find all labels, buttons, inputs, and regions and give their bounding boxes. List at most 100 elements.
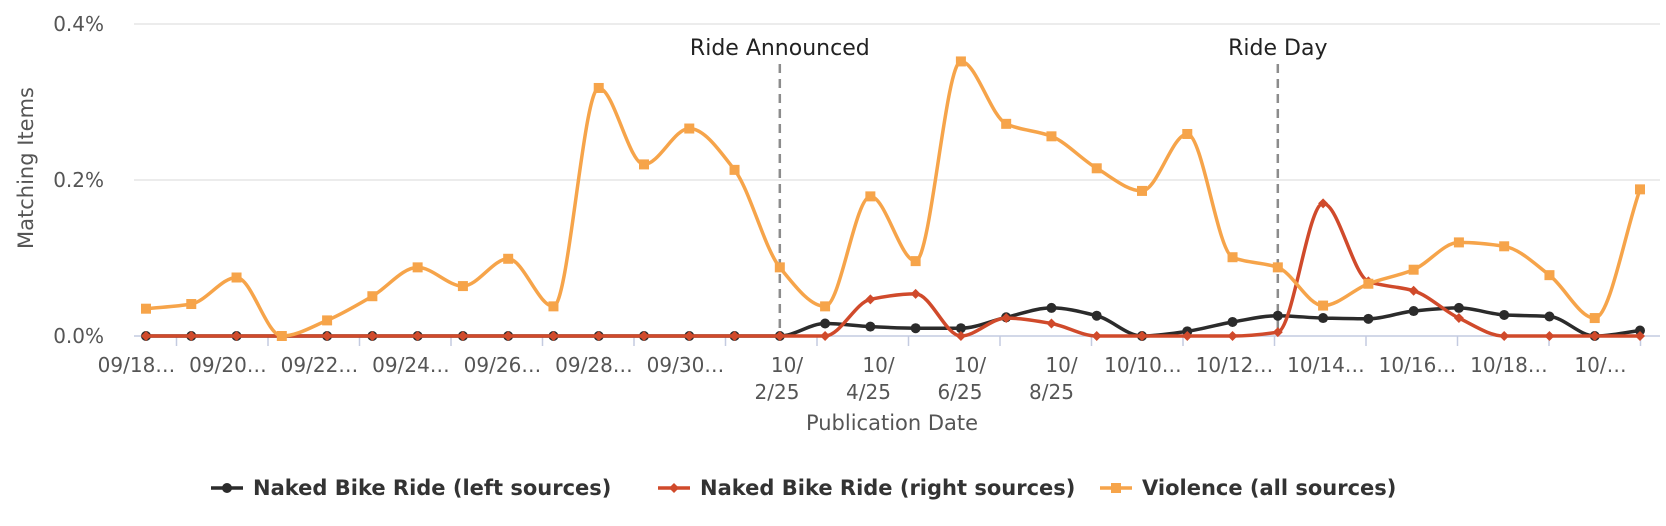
series-3 [141, 56, 1645, 341]
legend[interactable]: Naked Bike Ride (left sources) Naked Bike… [211, 476, 1396, 500]
data-point [865, 294, 876, 305]
data-point [1001, 313, 1012, 324]
legend-item[interactable]: Naked Bike Ride (right sources) [658, 476, 1075, 500]
data-point [1635, 325, 1645, 336]
data-point [548, 301, 559, 312]
data-point [1499, 241, 1510, 252]
legend-item[interactable]: Naked Bike Ride (left sources) [211, 476, 611, 500]
data-point [1589, 313, 1600, 324]
data-point [639, 331, 649, 341]
legend-marker [669, 483, 679, 493]
data-point [1046, 302, 1057, 313]
data-point [412, 262, 423, 273]
y-axis: 0.0% 0.2% 0.4% [53, 12, 104, 348]
event-label: Ride Announced [690, 36, 870, 61]
data-point [684, 123, 695, 134]
data-point [910, 288, 921, 299]
data-point [1318, 313, 1329, 324]
data-point [1137, 331, 1147, 341]
x-tick-label: 10/16… [1379, 353, 1457, 377]
data-point [1453, 313, 1464, 324]
x-tick-label: 09/26… [464, 353, 542, 377]
data-point [1091, 163, 1102, 174]
data-point [1318, 198, 1329, 209]
x-tick-label: 10/2/25 [755, 353, 804, 404]
data-point [1408, 285, 1419, 296]
legend-label: Naked Bike Ride (left sources) [253, 476, 611, 500]
data-point [412, 331, 423, 341]
data-point [1091, 331, 1102, 341]
x-axis-title: Publication Date [806, 411, 978, 435]
data-point [1046, 318, 1057, 329]
data-point [457, 331, 468, 341]
data-point [1318, 300, 1329, 311]
data-point [1589, 331, 1600, 341]
data-point [774, 331, 785, 341]
legend-marker [1111, 483, 1121, 493]
x-tick-label: 10/4/25 [846, 353, 895, 404]
series-2 [141, 198, 1645, 341]
data-point [503, 331, 514, 341]
data-point [955, 331, 966, 341]
data-point [865, 191, 876, 202]
data-point [367, 291, 378, 302]
x-tick-label: 10/10… [1104, 353, 1182, 377]
legend-marker [222, 483, 232, 493]
data-point [367, 331, 378, 341]
data-point [548, 331, 559, 341]
data-point [820, 331, 831, 341]
data-point [729, 331, 740, 341]
data-point [1001, 118, 1012, 129]
data-point [1363, 278, 1374, 289]
data-point [593, 331, 604, 341]
data-point [1544, 331, 1555, 341]
x-tick-label: 09/18… [98, 353, 176, 377]
y-tick-label: 0.0% [53, 324, 104, 348]
data-point [1182, 331, 1193, 341]
grid-lines [134, 23, 1660, 181]
data-point [820, 318, 831, 329]
data-point [1635, 331, 1645, 341]
data-point [186, 299, 197, 310]
data-point [1363, 313, 1374, 324]
data-point [1227, 331, 1238, 341]
data-point [1272, 262, 1283, 273]
data-point [231, 331, 242, 341]
data-point [457, 281, 468, 292]
x-tick-label: 09/28… [555, 353, 633, 377]
data-point [231, 272, 242, 283]
data-point [774, 262, 785, 273]
data-point [141, 303, 151, 314]
data-point [1453, 237, 1464, 248]
legend-item[interactable]: Violence (all sources) [1100, 476, 1396, 500]
data-point [1408, 264, 1419, 275]
data-point [593, 82, 604, 93]
data-point [1635, 184, 1645, 195]
x-tick-label: 09/20… [189, 353, 267, 377]
event-label: Ride Day [1228, 36, 1327, 61]
y-tick-label: 0.2% [53, 168, 104, 192]
data-point [1137, 185, 1147, 196]
data-point [820, 301, 831, 312]
data-point [1408, 306, 1419, 317]
x-tick-label: 10/12… [1196, 353, 1274, 377]
data-point [322, 315, 333, 326]
x-tick-label: 09/24… [372, 353, 450, 377]
x-axis: 09/18… 09/20… 09/22… 09/24… 09/26… 09/28… 09/3… [98, 335, 1660, 404]
data-point [1091, 310, 1102, 321]
series-layer [141, 56, 1645, 341]
data-point [955, 323, 966, 334]
data-point [639, 159, 649, 170]
x-tick-label: 10/6/25 [938, 353, 987, 404]
data-point [910, 256, 921, 267]
data-point [322, 331, 333, 341]
data-point [729, 164, 740, 175]
legend-label: Naked Bike Ride (right sources) [700, 476, 1075, 500]
x-tick-label: 10/… [1574, 353, 1626, 377]
data-point [955, 56, 966, 67]
x-tick-label: 10/8/25 [1029, 353, 1078, 404]
x-tick-label: 10/14… [1287, 353, 1365, 377]
data-point [1272, 327, 1283, 338]
legend-label: Violence (all sources) [1142, 476, 1396, 500]
